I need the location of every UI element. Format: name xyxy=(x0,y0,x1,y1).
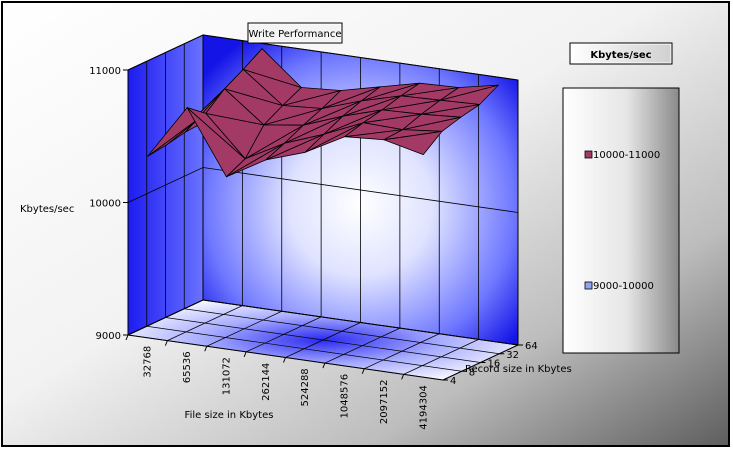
surface-facet xyxy=(225,142,286,178)
floor-gridline xyxy=(165,317,481,363)
x-tick xyxy=(164,340,168,346)
surface-facet xyxy=(321,86,381,109)
surface-facet xyxy=(284,115,344,144)
surface-facet xyxy=(205,88,265,126)
x-tick-label: 524288 xyxy=(300,368,311,406)
x-axis-title: File size in Kbytes xyxy=(185,410,274,421)
chart-title-box xyxy=(247,22,343,44)
value-gridline xyxy=(127,167,519,213)
surface-facet xyxy=(400,82,460,97)
surface-facet xyxy=(263,105,323,126)
surface-facet xyxy=(420,99,481,115)
legend-entry-high: 10000-11000 xyxy=(593,150,660,161)
surface-facet xyxy=(265,133,325,161)
x-tick xyxy=(283,357,286,363)
surface-facet xyxy=(362,109,422,124)
legend-swatch-high xyxy=(584,150,593,159)
x-tick xyxy=(361,368,365,374)
y-axis-title: Kbytes/sec xyxy=(20,204,74,215)
surface-facet xyxy=(282,87,342,106)
z-axis-title: Record size in Kbytes xyxy=(465,364,572,375)
x-tick xyxy=(243,351,247,358)
legend: Kbytes/sec 10000-11000 9000-10000 xyxy=(562,42,680,354)
surface-facet xyxy=(439,84,499,101)
surface-facet xyxy=(323,109,383,135)
surface-facet xyxy=(383,129,443,141)
y-tick-label: 9000 xyxy=(96,331,121,342)
surface-facet xyxy=(186,107,246,160)
axes: 9000 10000 11000 32768 65536 131072 262144 5242… xyxy=(89,66,538,430)
x-tick-label: 2097152 xyxy=(379,380,390,425)
surface-facet xyxy=(147,113,207,157)
y-tick-label: 10000 xyxy=(89,199,121,210)
surface-facet xyxy=(224,69,284,106)
x-tick xyxy=(401,374,405,380)
x-tick-label: 1048576 xyxy=(340,374,351,419)
z-tick-label: 8 xyxy=(469,367,475,378)
x-tick xyxy=(125,334,129,341)
y-tick-label: 11000 xyxy=(89,66,121,77)
x-tick xyxy=(322,362,326,369)
floor-gridline xyxy=(146,325,462,372)
z-tick-label: 16 xyxy=(488,359,501,370)
surface-facet xyxy=(342,95,402,117)
z-tick-label: 64 xyxy=(525,341,538,352)
legend-title-box xyxy=(569,42,673,65)
x-tick xyxy=(204,346,208,352)
legend-box xyxy=(562,87,680,354)
x-tick-label: 262144 xyxy=(261,363,272,401)
surface-facet xyxy=(360,82,421,102)
surface-facet xyxy=(344,122,404,138)
surface-facet xyxy=(402,113,462,131)
legend-entry-low: 9000-10000 xyxy=(593,281,654,292)
surface-facet xyxy=(244,124,304,160)
x-tick-label: 4194304 xyxy=(418,385,429,430)
surface-plot xyxy=(147,48,499,178)
surface-facet xyxy=(304,122,364,153)
legend-title: Kbytes/sec xyxy=(590,50,651,61)
value-gridline xyxy=(127,34,519,81)
chart-title: Write Performance xyxy=(249,29,342,40)
surface-facet xyxy=(302,100,362,126)
floor-gridline xyxy=(202,299,519,346)
z-tick-label: 4 xyxy=(450,376,456,387)
surface-facet xyxy=(381,95,441,111)
z-tick-label: 32 xyxy=(506,350,519,361)
x-tick-label: 32768 xyxy=(143,346,154,378)
legend-swatch-low xyxy=(584,281,593,290)
floor-gridline xyxy=(184,308,500,355)
x-tick-label: 131072 xyxy=(221,357,232,395)
surface-facet xyxy=(242,48,302,88)
x-tick-label: 65536 xyxy=(182,351,193,383)
